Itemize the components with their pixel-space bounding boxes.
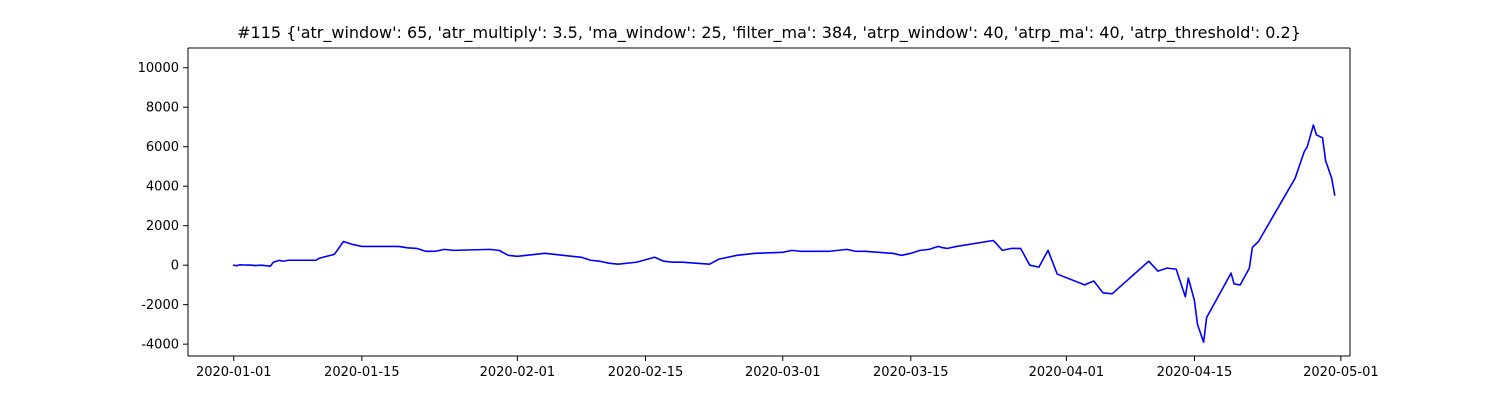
x-axis: 2020-01-01 2020-01-15 2020-02-01 2020-02-15…: [196, 356, 1379, 380]
y-tick-label: 8000: [146, 101, 179, 116]
chart-title: #115 {'atr_window': 65, 'atr_multiply': …: [237, 23, 1301, 43]
y-tick-label: -2000: [141, 298, 179, 313]
x-tick-label: 2020-01-15: [324, 365, 400, 380]
x-tick-label: 2020-03-15: [873, 365, 949, 380]
series-line: [232, 124, 1336, 343]
y-tick-label: -4000: [141, 338, 179, 353]
y-tick-label: 6000: [146, 140, 179, 155]
axes-frame: [187, 47, 1351, 357]
plot-background: [188, 48, 1350, 356]
y-axis: -4000 -2000 0 2000 4000 6000 8000 10000: [138, 61, 188, 353]
x-tick-label: 2020-04-01: [1029, 365, 1105, 380]
x-tick-label: 2020-02-01: [480, 365, 556, 380]
x-tick-label: 2020-02-15: [608, 365, 684, 380]
y-tick-label: 2000: [146, 219, 179, 234]
y-tick-label: 10000: [138, 61, 179, 76]
x-tick-label: 2020-03-01: [745, 365, 821, 380]
series-layer: [232, 124, 1336, 343]
x-tick-label: 2020-01-01: [196, 365, 272, 380]
y-tick-label: 4000: [146, 180, 179, 195]
plot-area: 2020-01-01 2020-01-15 2020-02-01 2020-02-15…: [138, 47, 1379, 380]
x-tick-label: 2020-04-15: [1157, 365, 1233, 380]
y-tick-label: 0: [171, 259, 179, 274]
x-tick-label: 2020-05-01: [1303, 365, 1379, 380]
